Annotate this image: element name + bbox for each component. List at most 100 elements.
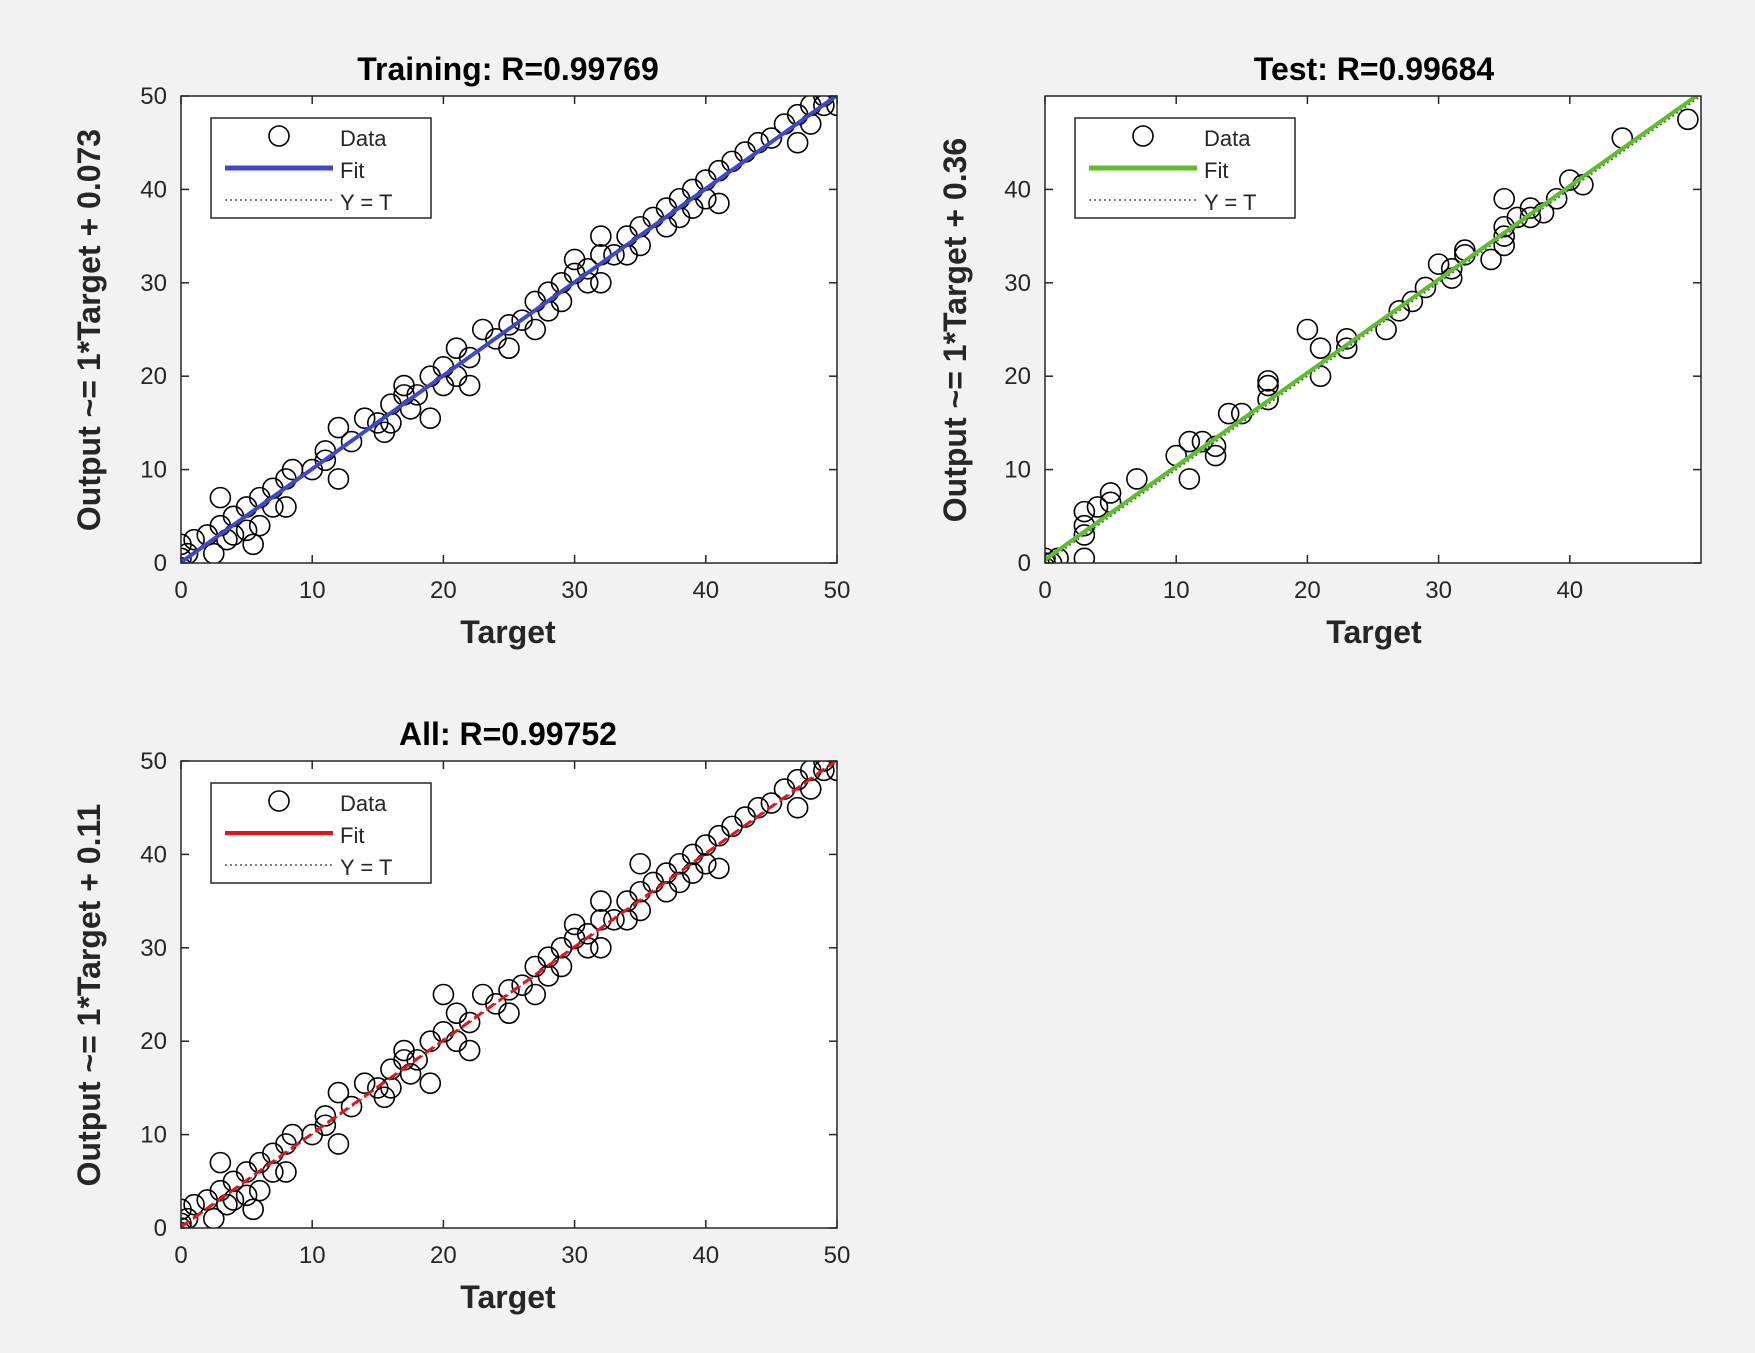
training-legend-identity: Y = T [340, 190, 392, 215]
training-title: Training: R=0.99769 [357, 51, 658, 87]
training-data-point [590, 225, 612, 247]
training-ytick-label: 30 [140, 270, 167, 297]
all-data-point [248, 1179, 271, 1202]
all-data-point [603, 908, 625, 931]
training-data-point [576, 257, 599, 280]
training-xtick-label: 0 [174, 577, 187, 604]
all-ytick-label: 10 [140, 1122, 167, 1149]
test-data-point [1335, 337, 1358, 359]
all-xtick-label: 20 [430, 1242, 457, 1269]
training-ytick-label: 10 [140, 457, 167, 484]
test-data-point [1296, 318, 1319, 341]
all-xtick-label: 0 [174, 1242, 187, 1269]
training-data-point [209, 486, 232, 509]
test-data-point [1217, 402, 1240, 425]
test-data-point [1440, 257, 1463, 280]
test-data-layer [1045, 108, 1699, 563]
test-data-point [1493, 225, 1515, 247]
test-panel: Test: R=0.99684 Target Output ~= 1*Targe… [937, 51, 1702, 650]
all-panel: All: R=0.99752 Target Output ~= 1*Target… [71, 716, 850, 1315]
all-data-point [813, 761, 835, 782]
test-xtick-label: 30 [1425, 577, 1452, 604]
test-data-point [1493, 234, 1515, 257]
training-data-point [235, 519, 258, 542]
training-data-layer [181, 96, 837, 563]
all-data-point [498, 979, 520, 1001]
test-identity-line [1045, 96, 1701, 563]
test-data-point [1073, 500, 1096, 523]
training-axes-frame [180, 95, 838, 564]
all-title: All: R=0.99752 [399, 716, 617, 752]
training-data-point [524, 318, 547, 341]
training-data-point [603, 243, 625, 266]
training-ytick-label: 50 [140, 83, 167, 110]
test-data-point [1375, 318, 1397, 341]
training-xtick-label: 50 [824, 577, 851, 604]
training-ytick-label: 20 [140, 363, 167, 390]
all-data-point [432, 983, 455, 1006]
all-data-point [708, 857, 730, 880]
test-ylabel: Output ~= 1*Target + 0.36 [937, 138, 973, 522]
training-data-point [498, 314, 520, 336]
test-data-point [1480, 248, 1502, 271]
training-data-point [760, 127, 783, 149]
all-data-point [629, 852, 652, 875]
all-data-point [203, 1207, 225, 1228]
training-fit-line [181, 96, 837, 563]
training-data-point [314, 449, 337, 472]
test-data-point [1178, 430, 1201, 453]
training-legend: Data Fit Y = T [210, 117, 432, 219]
all-legend-data: Data [340, 791, 387, 816]
training-data-point [183, 528, 205, 551]
test-data-point [1493, 187, 1515, 210]
all-xtick-label: 30 [561, 1242, 588, 1269]
training-xtick-label: 40 [692, 577, 719, 604]
training-data-point [327, 416, 350, 439]
all-xtick-label: 40 [692, 1242, 719, 1269]
test-data-point [1126, 468, 1148, 490]
all-data-point [242, 1198, 264, 1221]
test-xtick-label: 10 [1163, 577, 1190, 604]
training-data-point [203, 542, 225, 563]
test-data-point [1427, 253, 1450, 275]
test-xtick-label: 0 [1038, 577, 1051, 604]
test-data-point [1257, 370, 1279, 392]
training-ytick-label: 40 [140, 176, 167, 203]
test-legend-identity: Y = T [1204, 190, 1256, 215]
training-data-point [590, 271, 612, 294]
all-ytick-label: 20 [140, 1028, 167, 1055]
training-data-point [248, 514, 271, 537]
training-data-point [406, 384, 428, 406]
training-data-point [813, 96, 835, 117]
test-ytick-label: 30 [1004, 270, 1031, 297]
all-data-point [327, 1133, 350, 1155]
training-data-point [786, 131, 809, 154]
all-data-point [590, 890, 612, 912]
all-ytick-label: 50 [140, 748, 167, 775]
all-legend-data-marker [268, 790, 290, 812]
training-data-point [327, 468, 350, 490]
all-data-point [786, 796, 809, 819]
all-xtick-label: 50 [824, 1242, 851, 1269]
training-legend-fit: Fit [340, 158, 364, 183]
test-data-point [1204, 444, 1227, 467]
all-ytick-label: 40 [140, 841, 167, 868]
test-xtick-label: 20 [1294, 577, 1321, 604]
training-data-point [708, 192, 730, 215]
test-xlabel: Target [1326, 614, 1422, 650]
training-data-point [419, 407, 442, 430]
all-data-point [353, 1072, 376, 1095]
test-ytick-label: 20 [1004, 363, 1031, 390]
all-data-point [399, 1063, 422, 1085]
training-data-point [826, 96, 837, 117]
test-ytick-label: 10 [1004, 457, 1031, 484]
test-data-point [1099, 482, 1122, 504]
all-xtick-label: 10 [299, 1242, 326, 1269]
all-data-point [340, 1095, 363, 1118]
test-xtick-label: 40 [1556, 577, 1583, 604]
test-data-point [1086, 496, 1109, 518]
test-axes-frame [1044, 95, 1702, 564]
training-xtick-label: 10 [299, 577, 326, 604]
training-panel: Training: R=0.99769 Target Output ~= 1*T… [71, 51, 850, 650]
